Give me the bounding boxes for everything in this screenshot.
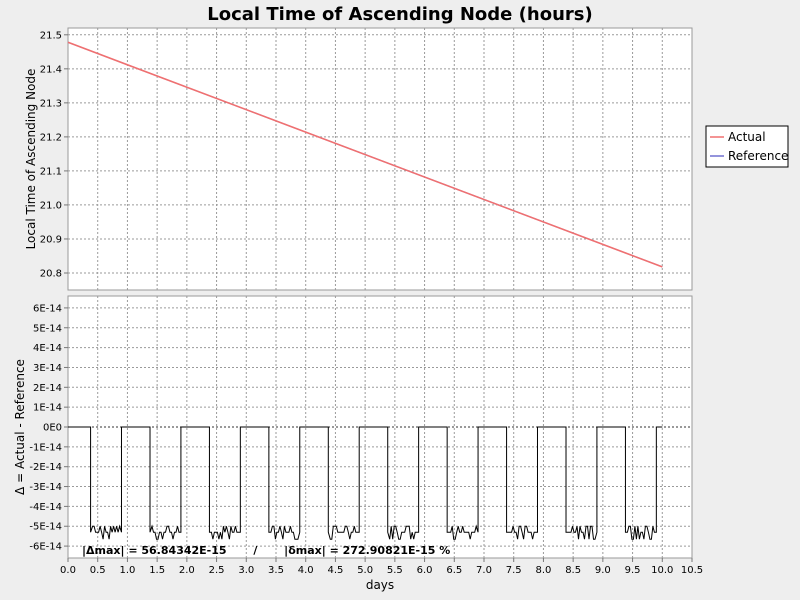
x-tick-label: 10.0 — [651, 565, 673, 576]
top-y-tick-label: 21.1 — [40, 166, 62, 177]
bottom-y-axis-label: Δ = Actual - Reference — [13, 359, 27, 495]
x-tick-label: 6.0 — [417, 565, 433, 576]
bottom-y-tick-label: 3E-14 — [33, 363, 62, 374]
x-tick-label: 7.5 — [506, 565, 522, 576]
x-tick-label: 4.0 — [298, 565, 314, 576]
x-tick-label: 6.5 — [446, 565, 462, 576]
x-tick-label: 5.0 — [357, 565, 373, 576]
x-tick-label: 9.0 — [595, 565, 611, 576]
series-line-actual — [67, 41, 663, 268]
bottom-y-tick-label: 1E-14 — [33, 403, 62, 414]
chart-title: Local Time of Ascending Node (hours) — [207, 4, 592, 25]
x-tick-label: 2.5 — [209, 565, 225, 576]
legend-label-actual: Actual — [728, 130, 766, 144]
x-tick-label: 1.5 — [149, 565, 165, 576]
top-plot-series — [67, 41, 663, 268]
x-tick-label: 8.0 — [535, 565, 551, 576]
x-tick-label: 10.5 — [681, 565, 703, 576]
x-tick-label: 7.0 — [476, 565, 492, 576]
x-tick-label: 3.0 — [238, 565, 254, 576]
x-tick-label: 8.5 — [565, 565, 581, 576]
bottom-y-axis-ticks: 6E-14 5E-14 4E-14 3E-14 2E-14 1E-14 0E0 -1E-14 -… — [29, 303, 68, 553]
top-y-tick-label: 20.8 — [40, 268, 62, 279]
top-y-tick-label: 21.0 — [40, 200, 62, 211]
x-tick-label: 9.5 — [625, 565, 641, 576]
x-tick-label: 3.5 — [268, 565, 284, 576]
bottom-y-tick-label: 2E-14 — [33, 383, 62, 394]
x-tick-label: 4.5 — [327, 565, 343, 576]
top-y-tick-label: 21.3 — [40, 98, 62, 109]
x-tick-label: 0.5 — [90, 565, 106, 576]
legend: Actual Reference — [705, 125, 789, 168]
x-axis-label: days — [366, 578, 394, 592]
bottom-y-tick-label: -1E-14 — [29, 442, 62, 453]
top-y-tick-label: 21.2 — [40, 132, 62, 143]
top-y-tick-label: 21.5 — [40, 30, 62, 41]
x-tick-label: 5.5 — [387, 565, 403, 576]
bottom-y-tick-label: -4E-14 — [29, 502, 62, 513]
bottom-y-tick-label: 6E-14 — [33, 303, 62, 314]
top-y-axis-label: Local Time of Ascending Node — [24, 69, 38, 250]
x-tick-label: 2.0 — [179, 565, 195, 576]
top-plot-area — [67, 27, 693, 291]
delta-stats-text: |Δmax| = 56.84342E-15 / |δmax| = 272.908… — [82, 544, 450, 557]
top-y-axis-ticks: 20.8 20.9 21.0 21.1 21.2 21.3 21.4 21.5 — [40, 30, 68, 279]
bottom-y-tick-label: -2E-14 — [29, 462, 62, 473]
x-tick-label: 0.0 — [60, 565, 76, 576]
top-y-tick-label: 21.4 — [40, 64, 62, 75]
x-axis-ticks: 0.0 0.5 1.0 1.5 2.0 2.5 3.0 3.5 4.0 4.5 5.0 5.5 6.0 6… — [60, 558, 703, 576]
bottom-y-tick-label: 5E-14 — [33, 323, 62, 334]
x-tick-label: 1.0 — [119, 565, 135, 576]
bottom-y-tick-label: 0E0 — [43, 423, 62, 434]
legend-label-reference: Reference — [728, 149, 788, 163]
top-plot-grid — [67, 28, 693, 290]
delta-line — [68, 426, 663, 540]
delta-series — [68, 426, 663, 540]
bottom-y-tick-label: 4E-14 — [33, 343, 62, 354]
bottom-y-tick-label: -5E-14 — [29, 522, 62, 533]
top-y-tick-label: 20.9 — [40, 234, 62, 245]
bottom-y-tick-label: -6E-14 — [29, 542, 62, 553]
bottom-y-tick-label: -3E-14 — [29, 482, 62, 493]
